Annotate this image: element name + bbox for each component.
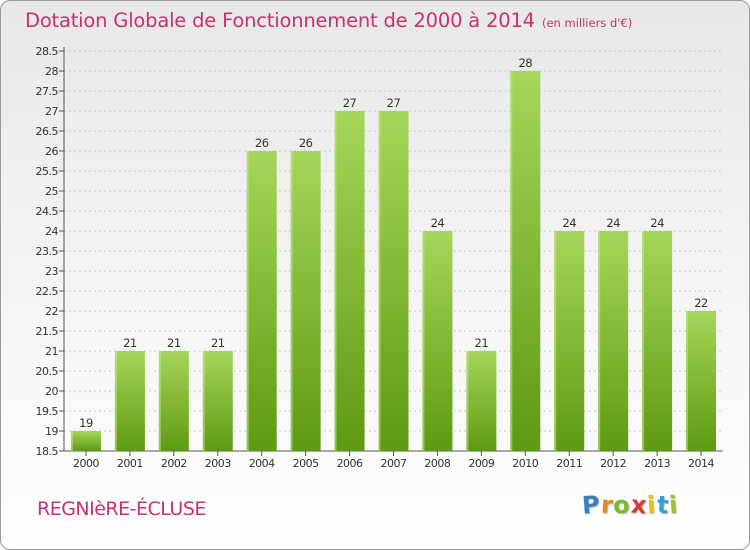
bar-value-label: 26 bbox=[255, 136, 269, 150]
y-tick-label: 23.5 bbox=[36, 245, 59, 258]
bar-highlight bbox=[510, 71, 513, 451]
bar-value-label: 27 bbox=[343, 96, 357, 110]
bar-value-label: 21 bbox=[123, 336, 137, 350]
logo-letter: P bbox=[581, 490, 602, 520]
bar-value-label: 24 bbox=[431, 216, 445, 230]
bar bbox=[466, 351, 497, 451]
y-tick-label: 28.5 bbox=[36, 45, 59, 58]
bar-value-label: 19 bbox=[79, 416, 93, 430]
x-tick-label: 2012 bbox=[600, 457, 626, 470]
y-tick-label: 23 bbox=[45, 265, 58, 278]
y-tick-label: 20.5 bbox=[36, 365, 59, 378]
chart-title: Dotation Globale de Fonctionnement de 20… bbox=[25, 9, 535, 32]
bar-value-label: 28 bbox=[518, 56, 532, 70]
bar-highlight bbox=[378, 111, 381, 451]
x-tick-label: 2004 bbox=[249, 457, 275, 470]
x-tick-label: 2010 bbox=[512, 457, 538, 470]
x-tick-label: 2001 bbox=[117, 457, 143, 470]
bar-value-label: 21 bbox=[211, 336, 225, 350]
bar-highlight bbox=[466, 351, 469, 451]
y-tick-label: 19 bbox=[45, 425, 58, 438]
x-tick-label: 2011 bbox=[556, 457, 582, 470]
bar-highlight bbox=[70, 431, 73, 451]
bar-highlight bbox=[554, 231, 557, 451]
bar bbox=[246, 151, 277, 451]
bar bbox=[642, 231, 673, 451]
bar-value-label: 22 bbox=[694, 296, 708, 310]
y-tick-label: 25.5 bbox=[36, 165, 59, 178]
y-tick-label: 22 bbox=[45, 305, 58, 318]
bar bbox=[378, 111, 409, 451]
x-tick-label: 2008 bbox=[424, 457, 450, 470]
bar-value-label: 27 bbox=[387, 96, 401, 110]
logo-letter: i bbox=[668, 490, 680, 520]
y-tick-label: 22.5 bbox=[36, 285, 59, 298]
bar bbox=[554, 231, 585, 451]
chart-subtitle: (en milliers d'€) bbox=[542, 16, 633, 30]
bar-highlight bbox=[158, 351, 161, 451]
y-tick-label: 26 bbox=[45, 145, 58, 158]
logo-letter: o bbox=[612, 490, 632, 520]
y-tick-label: 21 bbox=[45, 345, 58, 358]
bar-highlight bbox=[290, 151, 293, 451]
y-tick-label: 26.5 bbox=[36, 125, 59, 138]
bar-highlight bbox=[598, 231, 601, 451]
x-tick-label: 2009 bbox=[468, 457, 494, 470]
x-tick-label: 2014 bbox=[688, 457, 714, 470]
proxiti-logo: Proxiti bbox=[581, 490, 680, 520]
bar-value-label: 24 bbox=[650, 216, 664, 230]
bar bbox=[334, 111, 365, 451]
labels: 18.5 19 19.5 20 20.5 21 21.5 22 22.5 23 23.5 24 24.5… bbox=[36, 45, 716, 470]
bar-value-label: 21 bbox=[475, 336, 489, 350]
x-tick-label: 2013 bbox=[644, 457, 670, 470]
bar bbox=[202, 351, 233, 451]
bar bbox=[114, 351, 145, 451]
y-tick-label: 24 bbox=[45, 225, 58, 238]
bar-value-label: 24 bbox=[562, 216, 576, 230]
bar bbox=[422, 231, 453, 451]
bar bbox=[290, 151, 321, 451]
bar bbox=[158, 351, 189, 451]
bar-highlight bbox=[246, 151, 249, 451]
bar-value-label: 26 bbox=[299, 136, 313, 150]
y-tick-label: 28 bbox=[45, 65, 58, 78]
bar-highlight bbox=[686, 311, 689, 451]
x-tick-label: 2006 bbox=[337, 457, 363, 470]
x-tick-label: 2005 bbox=[293, 457, 319, 470]
x-tick-label: 2007 bbox=[381, 457, 407, 470]
bar-value-label: 24 bbox=[606, 216, 620, 230]
bar-highlight bbox=[202, 351, 205, 451]
bar-highlight bbox=[114, 351, 117, 451]
y-tick-label: 27 bbox=[45, 105, 58, 118]
y-tick-label: 25 bbox=[45, 185, 58, 198]
y-tick-label: 18.5 bbox=[36, 445, 59, 458]
bar-highlight bbox=[422, 231, 425, 451]
x-tick-label: 2000 bbox=[73, 457, 99, 470]
y-tick-label: 21.5 bbox=[36, 325, 59, 338]
bar bbox=[510, 71, 541, 451]
bar-highlight bbox=[334, 111, 337, 451]
x-tick-label: 2003 bbox=[205, 457, 231, 470]
bar-value-label: 21 bbox=[167, 336, 181, 350]
commune-name: REGNIèRE-ÉCLUSE bbox=[37, 498, 206, 520]
bar-highlight bbox=[642, 231, 645, 451]
bar bbox=[598, 231, 629, 451]
y-tick-label: 27.5 bbox=[36, 85, 59, 98]
y-tick-label: 20 bbox=[45, 385, 58, 398]
y-tick-label: 19.5 bbox=[36, 405, 59, 418]
y-tick-label: 24.5 bbox=[36, 205, 59, 218]
bar bbox=[686, 311, 717, 451]
bars bbox=[70, 71, 717, 451]
bar bbox=[70, 431, 101, 451]
x-tick-label: 2002 bbox=[161, 457, 187, 470]
